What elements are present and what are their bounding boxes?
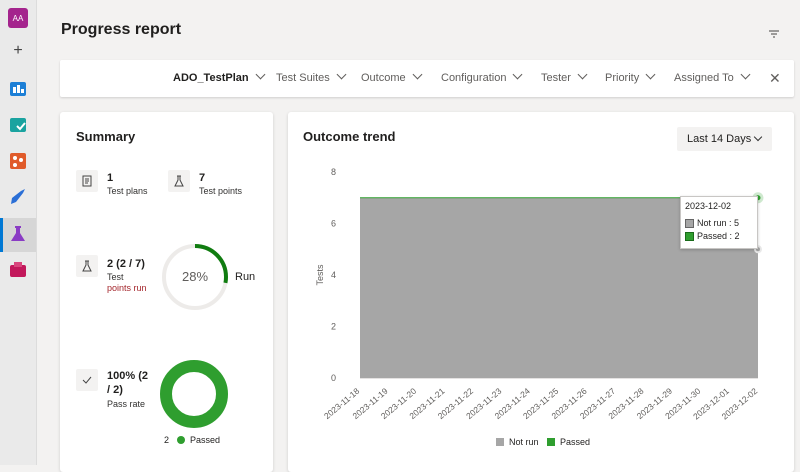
tooltip-date: 2023-12-02 [685,201,732,211]
page-title: Progress report [61,21,182,38]
repos-board-icon[interactable] [9,116,27,134]
tooltip-passed-swatch [685,232,694,241]
test-points-run-icon [76,255,98,277]
y-tick-label: 0 [331,373,336,383]
passed-dot-icon [177,436,185,444]
filter-priority[interactable]: Priority [605,69,656,84]
filter-bar: ADO_TestPlan Test Suites Outcome Configu… [60,60,794,97]
filter-tester[interactable]: Tester [541,69,588,84]
chevron-down-icon [512,69,523,80]
test-plans-icon[interactable] [9,225,27,243]
filter-assigned-to[interactable]: Assigned To [674,69,751,84]
filter-test-suites[interactable]: Test Suites [276,69,347,84]
legend-label: Not run [509,437,539,447]
y-tick-label: 4 [331,270,336,280]
y-axis-label: Tests [315,264,325,286]
legend-label: Passed [560,437,590,447]
filter-label: Tester [541,72,571,84]
chart-tooltip: 2023-12-02 Not run : 5 Passed : 2 [680,196,758,249]
ring-progress [162,244,228,310]
y-tick-label: 8 [331,167,336,177]
summary-title: Summary [76,129,136,144]
chevron-down-icon [753,132,763,142]
area-series-not-run [360,197,758,378]
filter-outcome[interactable]: Outcome [361,69,423,84]
add-icon[interactable]: + [13,42,23,59]
points-run-percent: 28% [181,269,209,284]
filter-configuration[interactable]: Configuration [441,69,523,84]
tooltip-notrun-swatch [685,219,694,228]
filter-plan-label: ADO_TestPlan [173,72,249,84]
check-icon [76,369,98,391]
ring-passed [160,360,228,428]
points-run-ring [162,244,228,310]
legend-swatch [547,438,555,446]
pass-rate-ring [160,360,228,428]
pass-rate-value-2: / 2) [107,384,123,396]
points-run-label-2: points run [107,283,147,293]
pass-legend-count: 2 [164,435,170,445]
filter-label: Assigned To [674,72,734,84]
trend-title: Outcome trend [303,129,396,144]
y-tick-label: 6 [331,219,336,229]
test-plans-count: 1 [107,172,114,184]
filter-label: Priority [605,72,640,84]
points-run-value: 2 (2 / 7) [107,258,145,270]
filter-label: Test Suites [276,72,330,84]
test-plan-icon [76,170,98,192]
pipelines-icon[interactable] [9,188,27,206]
test-point-icon [168,170,190,192]
run-label: Run [235,271,256,283]
tooltip-notrun: Not run : 5 [697,218,740,228]
outcome-chart: 02468Tests2023-11-182023-11-192023-11-20… [315,167,764,447]
chevron-down-icon [577,69,588,80]
tooltip-passed: Passed : 2 [697,231,740,241]
pass-rate-label: Pass rate [107,399,146,409]
points-run-label-1: Test [107,272,124,282]
avatar[interactable]: AA [8,8,28,28]
sidebar-item-selected [0,218,36,252]
pass-legend-label: Passed [190,435,221,445]
range-dropdown[interactable]: Last 14 Days [677,127,772,151]
chevron-down-icon [255,69,266,80]
chevron-down-icon [740,69,751,80]
artifacts-icon[interactable] [9,261,27,279]
test-points-label: Test points [199,186,243,196]
test-plans-label: Test plans [107,186,148,196]
filter-label: Configuration [441,72,507,84]
filter-label: Outcome [361,72,406,84]
range-label: Last 14 Days [687,133,752,145]
filter-plan[interactable]: ADO_TestPlan [173,69,266,84]
close-icon[interactable]: ✕ [769,70,781,86]
repos-icon[interactable] [9,152,27,170]
boards-icon[interactable] [9,80,27,98]
test-points-count: 7 [199,172,206,184]
y-tick-label: 2 [331,322,336,332]
filter-icon[interactable] [768,28,780,40]
legend-swatch [496,438,504,446]
pass-rate-value-1: 100% (2 [107,370,148,382]
nav-rail: AA + [0,0,37,465]
chevron-down-icon [412,69,423,80]
chevron-down-icon [645,69,656,80]
chevron-down-icon [336,69,347,80]
